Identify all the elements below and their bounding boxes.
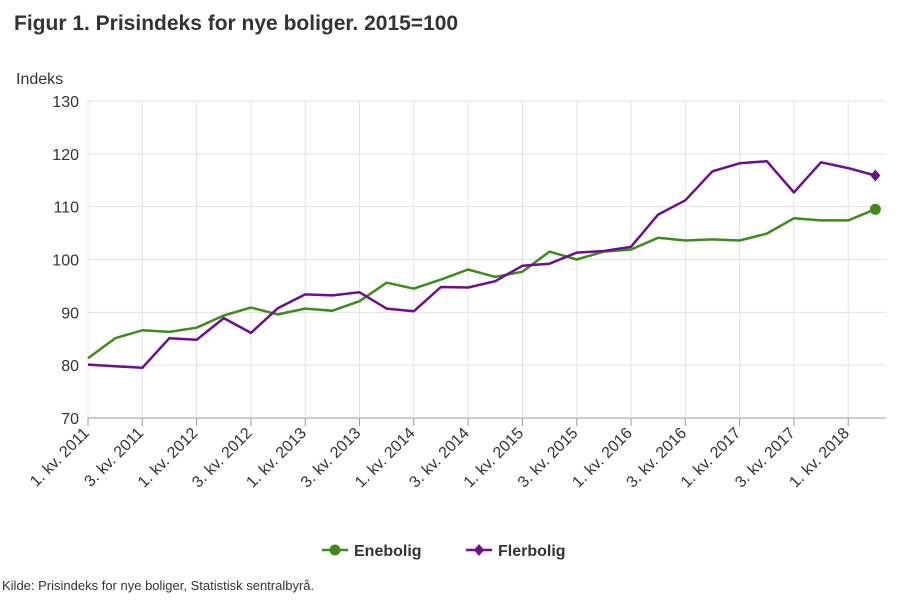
series-line-flerbolig xyxy=(87,159,876,370)
y-tick-label: 70 xyxy=(61,411,79,428)
legend-item-flerbolig[interactable]: Flerbolig xyxy=(466,543,566,560)
y-tick-label: 90 xyxy=(61,305,79,322)
legend-marker xyxy=(329,544,341,556)
y-tick-label: 100 xyxy=(52,253,79,270)
point-marker-flerbolig xyxy=(870,169,881,182)
source-note: Kilde: Prisindeks for nye boliger, Stati… xyxy=(2,578,315,593)
legend-label: Flerbolig xyxy=(498,543,566,560)
chart-title: Figur 1. Prisindeks for nye boliger. 201… xyxy=(14,12,459,35)
y-tick-label: 120 xyxy=(52,147,79,164)
y-tick-label: 130 xyxy=(52,94,79,111)
legend: Enebolig Flerbolig xyxy=(322,543,566,560)
y-tick-label: 80 xyxy=(61,358,79,375)
gridlines xyxy=(87,100,886,426)
series-lines xyxy=(87,159,881,370)
legend-marker xyxy=(474,544,484,556)
legend-item-enebolig[interactable]: Enebolig xyxy=(322,543,422,560)
y-axis-label: Indeks xyxy=(16,71,63,88)
series-line-enebolig xyxy=(87,208,876,360)
point-marker-enebolig xyxy=(869,203,881,215)
legend-label: Enebolig xyxy=(354,543,422,560)
y-axis-ticks: 70 80 90 100 110 120 130 xyxy=(52,94,79,428)
y-tick-label: 110 xyxy=(53,200,79,217)
